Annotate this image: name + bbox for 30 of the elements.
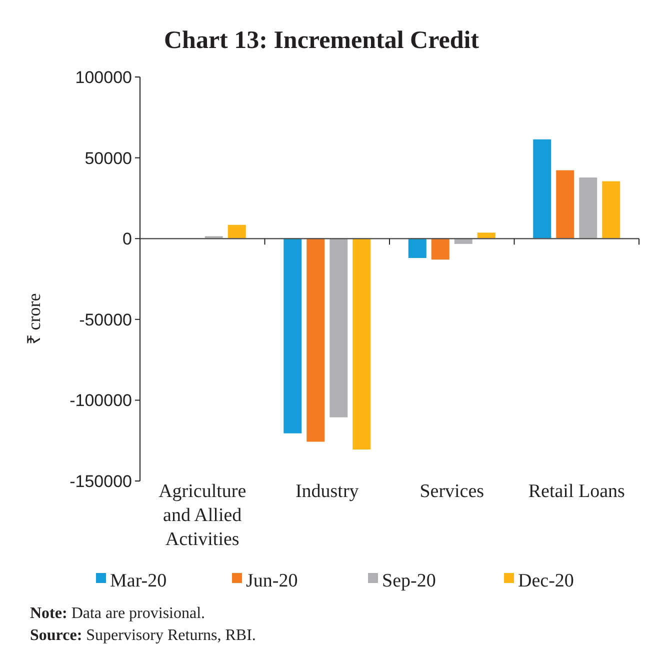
- y-tick-label: 50000: [84, 148, 132, 168]
- y-tick-label: -150000: [70, 472, 132, 491]
- bar: [352, 238, 371, 450]
- y-tick-label: 100000: [75, 68, 132, 87]
- chart-title: Chart 13: Incremental Credit: [164, 27, 480, 54]
- x-tick-label: Industry: [295, 481, 360, 502]
- bar: [477, 232, 496, 239]
- bar: [533, 139, 552, 239]
- bar: [556, 170, 574, 239]
- bar: [330, 238, 348, 418]
- text: Note: Data are provisional.: [30, 605, 206, 622]
- bar: [579, 178, 598, 239]
- legend-label: Sep-20: [382, 570, 436, 592]
- legend-label: Jun-20: [246, 570, 298, 592]
- x-tick-label: Services: [420, 481, 484, 502]
- bar: [228, 224, 246, 239]
- x-tick-label: Agriculture and Allied Activities: [158, 481, 246, 550]
- y-tick-label: -100000: [70, 391, 132, 410]
- bar: [431, 238, 450, 260]
- bar: [408, 238, 426, 258]
- y-axis-title: ₹ crore: [24, 293, 44, 345]
- source-note: Source: Supervisory Returns, RBI.: [30, 627, 256, 644]
- y-tick-label: 0: [122, 230, 132, 249]
- y-tick-label: -50000: [79, 310, 132, 330]
- x-tick-label: Retail Loans: [528, 481, 625, 502]
- legend-label: Dec-20: [518, 570, 574, 592]
- legend-label: Mar-20: [110, 570, 167, 592]
- bar: [284, 238, 302, 434]
- bar: [306, 238, 325, 442]
- bar: [602, 181, 620, 239]
